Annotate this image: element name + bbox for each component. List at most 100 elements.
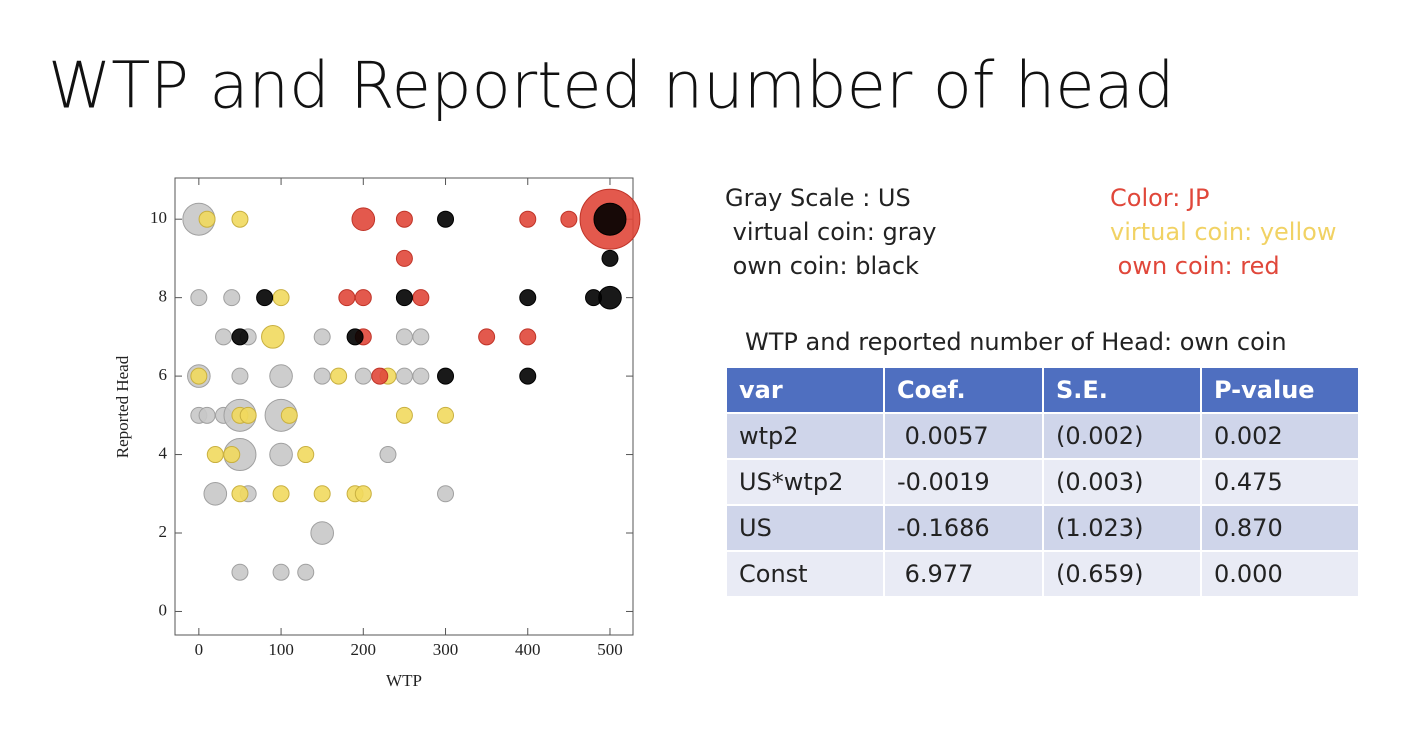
bubble <box>519 210 537 228</box>
bubble <box>395 367 413 385</box>
table-cell <box>885 414 1042 458</box>
bubble <box>215 328 233 346</box>
bubble <box>338 289 356 307</box>
bubble <box>297 563 315 581</box>
bubble <box>256 289 274 307</box>
bubble <box>412 328 430 346</box>
table-cell-text: (0.003) <box>1056 468 1143 496</box>
bubble <box>313 367 331 385</box>
bubble <box>519 367 537 385</box>
table-cell-text: 0.475 <box>1214 468 1283 496</box>
bubble <box>478 328 496 346</box>
bubble <box>354 289 372 307</box>
legend-note: virtual coin: yellow <box>1110 218 1336 246</box>
bubble <box>354 485 372 503</box>
bubble <box>437 485 455 503</box>
bubble <box>519 289 537 307</box>
table-cell-text: wtp2 <box>739 422 799 450</box>
table-header-cell <box>1202 368 1358 412</box>
x-tick-label: 200 <box>351 640 377 659</box>
x-tick-label: 300 <box>433 640 459 659</box>
bubble <box>313 328 331 346</box>
bubble <box>231 367 249 385</box>
table-header: Coef. <box>897 376 966 404</box>
bubble <box>231 563 249 581</box>
table-cell <box>1202 552 1358 596</box>
bubble <box>330 367 348 385</box>
table-title: WTP and reported number of Head: own coi… <box>745 328 1287 356</box>
bubble <box>593 202 627 236</box>
table-cell <box>885 552 1042 596</box>
x-tick-label: 400 <box>515 640 541 659</box>
bubble <box>412 367 430 385</box>
bubble <box>190 367 208 385</box>
bubble <box>272 485 290 503</box>
table-cell-text: 0.870 <box>1214 514 1283 542</box>
bubble <box>412 289 430 307</box>
x-tick-label: 500 <box>597 640 623 659</box>
table-cell <box>727 552 883 596</box>
bubble <box>272 563 290 581</box>
table-cell-text: (1.023) <box>1056 514 1143 542</box>
table-header: S.E. <box>1056 376 1108 404</box>
bubble <box>437 210 455 228</box>
bubble <box>313 485 331 503</box>
y-tick-label: 4 <box>159 443 168 462</box>
bubble <box>371 367 389 385</box>
table-cell-text: US*wtp2 <box>739 468 843 496</box>
table-cell <box>727 460 883 504</box>
table-header-cell <box>727 368 883 412</box>
bubble <box>261 325 285 349</box>
table-header-cell <box>885 368 1042 412</box>
table-cell <box>1202 460 1358 504</box>
y-tick-label: 6 <box>159 365 168 384</box>
bubble <box>601 249 619 267</box>
table-cell-text: US <box>739 514 772 542</box>
table-cell <box>1044 460 1200 504</box>
bubble <box>198 406 216 424</box>
bubble <box>239 406 257 424</box>
legend-note: own coin: red <box>1110 252 1280 280</box>
bubble <box>198 210 216 228</box>
table-header: var <box>739 376 783 404</box>
bubble <box>297 446 315 464</box>
legend-note: Color: JP <box>1110 184 1210 212</box>
plot-frame <box>174 177 634 636</box>
legend-note: virtual coin: gray <box>725 218 936 246</box>
bubble <box>231 485 249 503</box>
bubble <box>272 289 290 307</box>
y-axis-label: Reported Head <box>113 355 132 458</box>
table-cell <box>1044 506 1200 550</box>
bubble <box>223 446 241 464</box>
bubble <box>395 289 413 307</box>
table-cell <box>885 460 1042 504</box>
table-cell <box>727 414 883 458</box>
table-cell-text: 6.977 <box>897 560 973 588</box>
table-cell-text: 0.000 <box>1214 560 1283 588</box>
bubble <box>598 285 622 310</box>
slide-title: WTP and Reported number of head <box>48 50 1175 124</box>
y-tick-label: 0 <box>159 600 168 619</box>
bubble <box>206 446 224 464</box>
y-tick-label: 10 <box>150 208 167 227</box>
bubble <box>223 289 241 307</box>
table-cell <box>1202 414 1358 458</box>
table-cell-text: (0.659) <box>1056 560 1143 588</box>
table-cell <box>1044 552 1200 596</box>
bubble <box>269 442 293 467</box>
table-cell-text: Const <box>739 560 808 588</box>
table-cell <box>1202 506 1358 550</box>
x-tick-label: 0 <box>195 640 204 659</box>
y-tick-label: 8 <box>159 287 168 306</box>
bubble <box>437 406 455 424</box>
table-cell-text: 0.0057 <box>897 422 989 450</box>
bubble <box>203 481 228 506</box>
y-tick-label: 2 <box>159 522 168 541</box>
bubble <box>351 207 376 232</box>
bubble <box>231 210 249 228</box>
bubble <box>280 406 298 424</box>
bubble <box>354 367 372 385</box>
bubble <box>395 210 413 228</box>
table-cell-text: -0.0019 <box>897 468 990 496</box>
